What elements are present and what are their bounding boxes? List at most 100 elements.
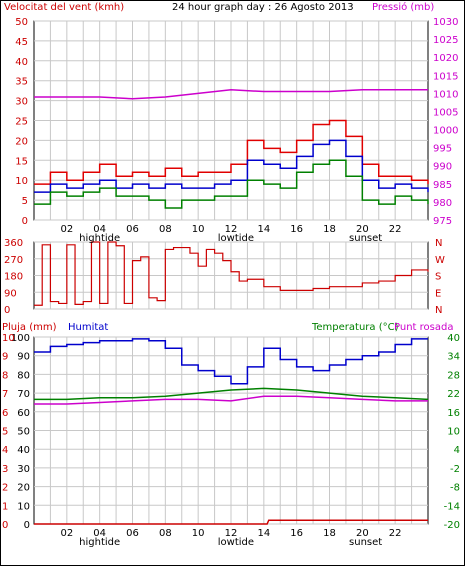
wind-tick-label: 40: [15, 57, 28, 68]
hour-label: 04: [93, 224, 106, 235]
wind-tick-label: 30: [15, 97, 28, 108]
humidity-axis-title: Humitat: [68, 322, 108, 333]
temperature-tick-label: 16: [447, 408, 460, 419]
wind-series-gust: [34, 119, 429, 185]
humidity-tick-label: 100: [11, 333, 30, 344]
hum-series-punt-rosada: [34, 395, 428, 405]
pressure-tick-label: 990: [433, 162, 452, 173]
pressure-tick-label: 1000: [433, 126, 458, 137]
compass-tick-label: E: [435, 288, 441, 299]
humidity-tick-label: 30: [17, 464, 30, 475]
humidity-tick-label: 60: [17, 408, 30, 419]
pressure-tick-label: 985: [433, 180, 452, 191]
hour-label: 06: [126, 528, 139, 539]
pressure-tick-label: 980: [433, 198, 452, 209]
humidity-tick-label: 70: [17, 389, 30, 400]
temperature-tick-label: -14: [444, 501, 460, 512]
temperature-tick-label: 4: [454, 445, 460, 456]
hum-series-pluja: [34, 519, 428, 525]
hour-label: 08: [159, 528, 172, 539]
compass-tick-label: S: [435, 272, 441, 283]
hour-label: 10: [192, 528, 205, 539]
temperature-tick-label: -20: [444, 520, 460, 531]
dewpoint-axis-title: Punt rosada: [394, 322, 453, 333]
hour-label: 18: [323, 224, 336, 235]
pressure-tick-label: 995: [433, 144, 452, 155]
wind-series-average: [34, 139, 429, 193]
direction-tick-label: 360: [4, 238, 23, 249]
compass-tick-label: N: [435, 238, 442, 249]
wind-tick-label: 15: [15, 156, 28, 167]
hour-label: 20: [356, 528, 369, 539]
wind-series-low: [34, 159, 429, 209]
pressure-title: Pressió (mb): [372, 1, 434, 13]
wind-series-pressió: [34, 88, 428, 100]
temperature-axis-title: Temperatura (°C): [311, 322, 399, 333]
hour-label: 14: [257, 224, 270, 235]
humidity-tick-label: 20: [17, 483, 30, 494]
graph-title: 24 hour graph day : 26 Agosto 2013: [172, 2, 354, 13]
hour-label: 12: [225, 528, 238, 539]
compass-tick-label: W: [435, 255, 445, 266]
rain-tick-label: 6: [2, 408, 8, 419]
pressure-tick-label: 1005: [433, 107, 458, 118]
humidity-tick-label: 40: [17, 445, 30, 456]
temperature-tick-label: 40: [447, 333, 460, 344]
pressure-tick-label: 1030: [433, 17, 458, 28]
rain-tick-label: 0: [2, 520, 8, 531]
tide-label: hightide: [79, 233, 120, 244]
hour-label: 10: [192, 224, 205, 235]
tide-label: sunset: [349, 233, 382, 244]
pressure-tick-label: 1020: [433, 53, 458, 64]
temperature-tick-label: -2: [450, 464, 460, 475]
hour-label: 22: [389, 224, 402, 235]
wind-speed-title: Velocitat del vent (kmh): [4, 2, 124, 13]
wind-tick-label: 35: [15, 77, 28, 88]
wind-tick-label: 45: [15, 37, 28, 48]
hour-label: 22: [389, 528, 402, 539]
temperature-tick-label: -8: [450, 483, 460, 494]
wind-tick-label: 50: [15, 17, 28, 28]
direction-tick-label: 90: [4, 288, 17, 299]
temperature-tick-label: 10: [447, 427, 460, 438]
rain-tick-label: 10: [2, 333, 15, 344]
hour-label: 04: [93, 528, 106, 539]
hour-label: 20: [356, 224, 369, 235]
humidity-tick-label: 0: [24, 520, 30, 531]
humidity-tick-label: 90: [17, 352, 30, 363]
hour-label: 14: [257, 528, 270, 539]
rain-tick-label: 1: [2, 501, 8, 512]
direction-tick-label: 180: [4, 272, 23, 283]
temperature-tick-label: 22: [447, 389, 460, 400]
hour-label: 16: [290, 224, 303, 235]
temperature-tick-label: 28: [447, 370, 460, 381]
hour-label: 06: [126, 224, 139, 235]
tide-label: hightide: [79, 537, 120, 548]
rain-axis-title: Pluja (mm): [2, 322, 57, 333]
hour-label: 18: [323, 528, 336, 539]
pressure-tick-label: 1015: [433, 71, 458, 82]
pressure-tick-label: 1010: [433, 89, 458, 100]
hum-series-temperatura: [34, 387, 429, 401]
tide-label: sunset: [349, 537, 382, 548]
hour-label: 16: [290, 528, 303, 539]
humidity-tick-label: 50: [17, 427, 30, 438]
humidity-tick-label: 80: [17, 370, 30, 381]
rain-tick-label: 3: [2, 464, 8, 475]
hour-label: 02: [60, 224, 73, 235]
hour-label: 02: [60, 528, 73, 539]
wind-tick-label: 10: [15, 176, 28, 187]
wind-tick-label: 20: [15, 136, 28, 147]
rain-tick-label: 4: [2, 445, 8, 456]
rain-tick-label: 9: [2, 352, 8, 363]
rain-tick-label: 8: [2, 370, 8, 381]
tide-label: lowtide: [218, 537, 254, 548]
direction-series: [34, 241, 429, 306]
humidity-tick-label: 10: [17, 501, 30, 512]
pressure-tick-label: 1025: [433, 35, 458, 46]
rain-tick-label: 7: [2, 389, 8, 400]
rain-tick-label: 5: [2, 427, 8, 438]
direction-tick-label: 270: [4, 255, 23, 266]
hour-label: 12: [225, 224, 238, 235]
